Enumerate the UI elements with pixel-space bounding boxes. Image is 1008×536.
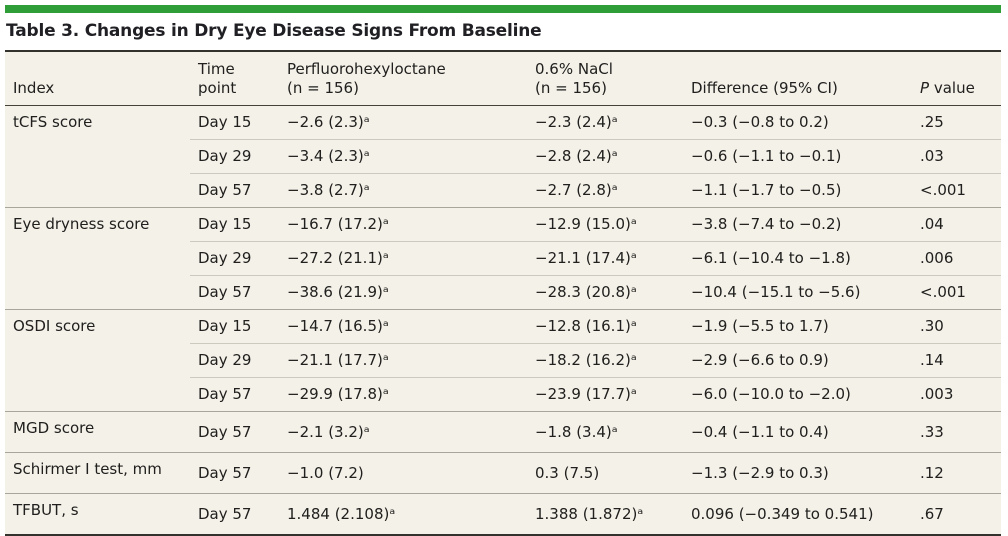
cell-pfho-value: −29.9 (17.8)ᵃ: [279, 377, 527, 412]
article-table-figure: Table 3. Changes in Dry Eye Disease Sign…: [5, 5, 1001, 536]
drug-n: (n = 156): [535, 79, 607, 97]
cell-pfho-value: −1.0 (7.2): [279, 452, 527, 494]
cell-difference: −6.1 (−10.4 to −1.8): [683, 241, 912, 276]
cell-time-point: Day 57: [190, 411, 279, 453]
cell-nacl-value: −2.8 (2.4)ᵃ: [527, 139, 683, 174]
cell-time-point: Day 15: [198, 113, 252, 131]
table-row: Day 29 −27.2 (21.1)ᵃ −21.1 (17.4)ᵃ −6.1 …: [5, 241, 1001, 276]
p-rest: value: [933, 79, 975, 97]
cell-p-value: .003: [912, 377, 1001, 412]
cell-time-point: Day 57: [190, 493, 279, 535]
cell-time-point: Day 57: [190, 452, 279, 494]
col-header-time-point: Time point: [190, 51, 279, 106]
accent-bar: [5, 5, 1001, 13]
cell-nacl-value: −2.3 (2.4)ᵃ: [535, 113, 618, 131]
table-row: MGD score Day 57 −2.1 (3.2)ᵃ −1.8 (3.4)ᵃ…: [5, 411, 1001, 453]
cell-difference: −0.4 (−1.1 to 0.4): [683, 411, 912, 453]
cell-pfho-value: −38.6 (21.9)ᵃ: [279, 275, 527, 310]
cell-time-point: Day 15: [190, 309, 279, 344]
cell-pfho-value: −16.7 (17.2)ᵃ: [279, 207, 527, 242]
cell-difference: −1.9 (−5.5 to 1.7): [683, 309, 912, 344]
cell-nacl-value: −12.9 (15.0)ᵃ: [527, 207, 683, 242]
drug-name: 0.6% NaCl: [535, 60, 613, 78]
cell-index: MGD score: [5, 411, 190, 453]
table-row: Day 57 −29.9 (17.8)ᵃ −23.9 (17.7)ᵃ −6.0 …: [5, 377, 1001, 412]
cell-p-value: .30: [912, 309, 1001, 344]
cell-pfho-value: −14.7 (16.5)ᵃ: [279, 309, 527, 344]
cell-p-value: .03: [912, 139, 1001, 174]
cell-pfho-value: −2.1 (3.2)ᵃ: [279, 411, 527, 453]
cell-index: tCFS score: [13, 113, 93, 131]
cell-time-point: Day 29: [190, 139, 279, 174]
table-title: Table 3. Changes in Dry Eye Disease Sign…: [6, 21, 542, 41]
cell-difference: −10.4 (−15.1 to −5.6): [683, 275, 912, 310]
cell-p-value: .006: [912, 241, 1001, 276]
table-row: TFBUT, s Day 57 1.484 (2.108)ᵃ 1.388 (1.…: [5, 493, 1001, 535]
dry-eye-signs-table: Index Time point Perfluorohexyloctane (n…: [5, 50, 1001, 536]
cell-p-value: .67: [912, 493, 1001, 535]
col-header-nacl: 0.6% NaCl (n = 156): [527, 51, 683, 106]
cell-p-value: .33: [912, 411, 1001, 453]
cell-difference: −0.6 (−1.1 to −0.1): [683, 139, 912, 174]
header-row: Index Time point Perfluorohexyloctane (n…: [5, 51, 1001, 106]
cell-nacl-value: −23.9 (17.7)ᵃ: [527, 377, 683, 412]
cell-p-value: <.001: [912, 173, 1001, 208]
cell-time-point: Day 57: [190, 377, 279, 412]
p-italic: P: [920, 79, 930, 97]
cell-index: TFBUT, s: [5, 493, 190, 535]
cell-pfho-value: −21.1 (17.7)ᵃ: [279, 343, 527, 378]
cell-nacl-value: −2.7 (2.8)ᵃ: [527, 173, 683, 208]
cell-index: OSDI score: [5, 309, 190, 412]
table-row: Day 57 −38.6 (21.9)ᵃ −28.3 (20.8)ᵃ −10.4…: [5, 275, 1001, 310]
col-header-time-line1: Time: [198, 60, 235, 78]
cell-difference: −2.9 (−6.6 to 0.9): [683, 343, 912, 378]
cell-p-value: <.001: [912, 275, 1001, 310]
cell-nacl-value: −21.1 (17.4)ᵃ: [527, 241, 683, 276]
table-row: Eye dryness score Day 15 −16.7 (17.2)ᵃ −…: [5, 207, 1001, 310]
drug-n: (n = 156): [287, 79, 359, 97]
col-header-difference: Difference (95% CI): [683, 51, 912, 106]
col-header-time-line2: point: [198, 79, 237, 97]
cell-p-value: .04: [912, 207, 1001, 242]
cell-p-value: .14: [912, 343, 1001, 378]
cell-time-point: Day 15: [190, 207, 279, 242]
table-row: Day 57 −3.8 (2.7)ᵃ −2.7 (2.8)ᵃ −1.1 (−1.…: [5, 173, 1001, 208]
drug-name: Perfluorohexyloctane: [287, 60, 446, 78]
cell-nacl-value: −28.3 (20.8)ᵃ: [527, 275, 683, 310]
cell-difference: 0.096 (−0.349 to 0.541): [683, 493, 912, 535]
col-header-p-value: P value: [912, 51, 1001, 106]
cell-pfho-value: −27.2 (21.1)ᵃ: [279, 241, 527, 276]
cell-time-point: Day 57: [190, 275, 279, 310]
cell-pfho-value: −3.4 (2.3)ᵃ: [279, 139, 527, 174]
table-row: Day 29 −3.4 (2.3)ᵃ −2.8 (2.4)ᵃ −0.6 (−1.…: [5, 139, 1001, 174]
col-header-index: Index: [5, 51, 190, 106]
table-row: OSDI score Day 15 −14.7 (16.5)ᵃ −12.8 (1…: [5, 309, 1001, 412]
cell-nacl-value: −1.8 (3.4)ᵃ: [527, 411, 683, 453]
cell-nacl-value: 1.388 (1.872)ᵃ: [527, 493, 683, 535]
cell-time-point: Day 29: [190, 343, 279, 378]
cell-pfho-value: 1.484 (2.108)ᵃ: [279, 493, 527, 535]
cell-pfho-value: −2.6 (2.3)ᵃ: [287, 113, 370, 131]
cell-pfho-value: −3.8 (2.7)ᵃ: [279, 173, 527, 208]
table-row: Day 29 −21.1 (17.7)ᵃ −18.2 (16.2)ᵃ −2.9 …: [5, 343, 1001, 378]
cell-p-value: .25: [920, 113, 944, 131]
cell-index: Eye dryness score: [5, 207, 190, 310]
table-row: Schirmer I test, mm Day 57 −1.0 (7.2) 0.…: [5, 452, 1001, 494]
cell-time-point: Day 29: [190, 241, 279, 276]
cell-difference: −6.0 (−10.0 to −2.0): [683, 377, 912, 412]
cell-nacl-value: 0.3 (7.5): [527, 452, 683, 494]
cell-index: Schirmer I test, mm: [5, 452, 190, 494]
cell-nacl-value: −12.8 (16.1)ᵃ: [527, 309, 683, 344]
cell-difference: −1.1 (−1.7 to −0.5): [683, 173, 912, 208]
cell-time-point: Day 57: [190, 173, 279, 208]
table-row: tCFS score Day 15 −2.6 (2.3)ᵃ −2.3 (2.4)…: [5, 106, 1001, 140]
col-header-perfluorohexyloctane: Perfluorohexyloctane (n = 156): [279, 51, 527, 106]
cell-difference: −1.3 (−2.9 to 0.3): [683, 452, 912, 494]
cell-difference: −3.8 (−7.4 to −0.2): [683, 207, 912, 242]
cell-nacl-value: −18.2 (16.2)ᵃ: [527, 343, 683, 378]
cell-p-value: .12: [912, 452, 1001, 494]
cell-difference: −0.3 (−0.8 to 0.2): [691, 113, 829, 131]
